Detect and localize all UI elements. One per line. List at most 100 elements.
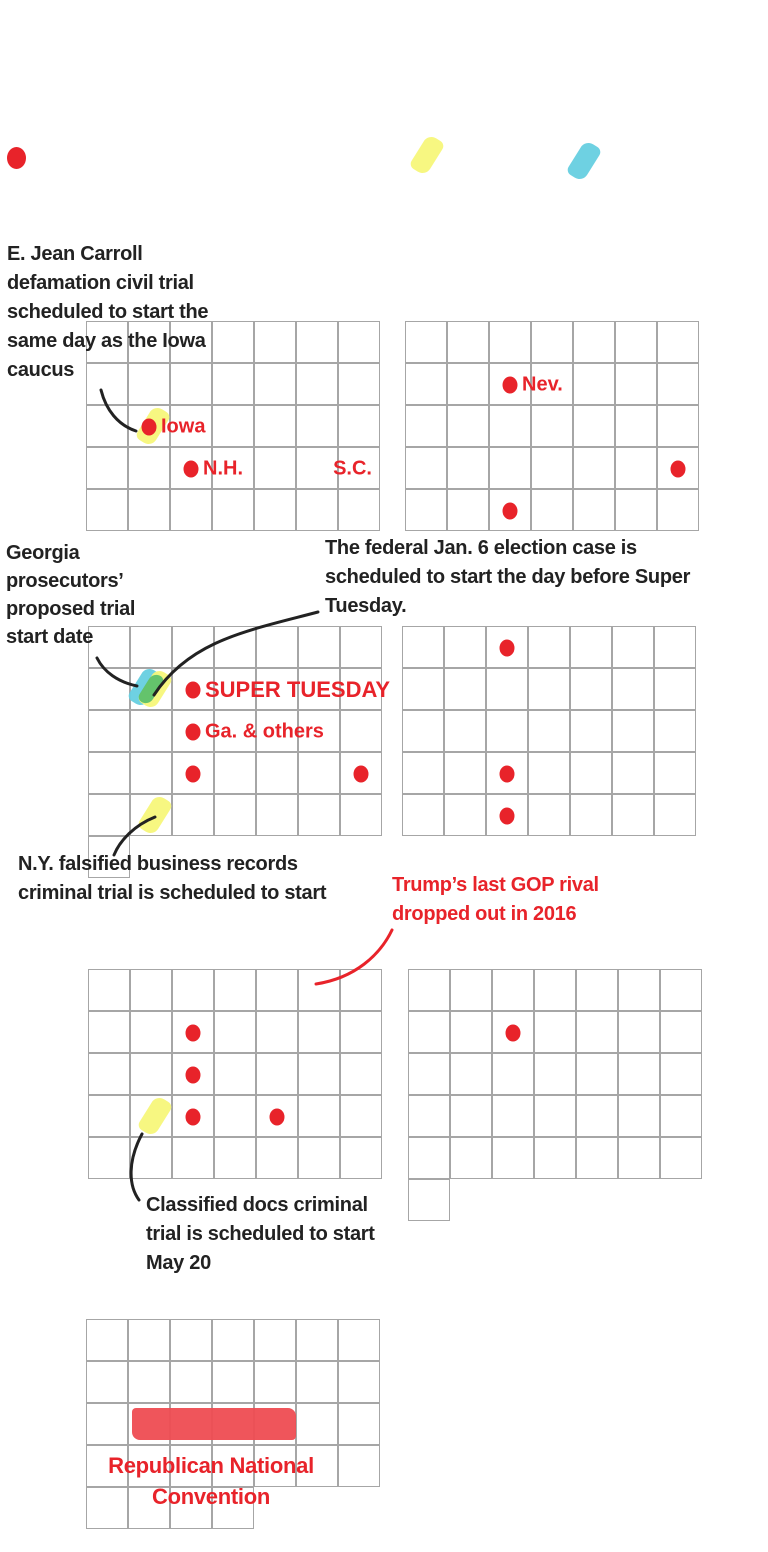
day-cell xyxy=(255,968,298,1011)
day-cell xyxy=(530,404,573,447)
day-cell xyxy=(129,709,172,752)
day-cell xyxy=(530,446,573,489)
day-cell xyxy=(446,362,489,405)
day-cell xyxy=(169,488,212,531)
day-cell xyxy=(253,446,296,489)
day-cell xyxy=(611,625,654,668)
day-cell xyxy=(614,488,657,531)
day-cell xyxy=(614,446,657,489)
day-cell xyxy=(617,1136,660,1179)
day-cell xyxy=(87,968,130,1011)
day-cell xyxy=(656,404,699,447)
day-cell xyxy=(127,362,170,405)
day-cell xyxy=(87,793,130,836)
day-cell xyxy=(407,1136,450,1179)
day-cell xyxy=(449,1052,492,1095)
day-cell xyxy=(87,1052,130,1095)
day-cell xyxy=(297,968,340,1011)
primary-dot xyxy=(499,639,515,657)
day-cell xyxy=(253,1360,296,1403)
day-cell xyxy=(297,1010,340,1053)
day-cell xyxy=(213,1052,256,1095)
primary-dot xyxy=(499,807,515,825)
day-cell xyxy=(569,751,612,794)
day-cell xyxy=(446,404,489,447)
day-cell xyxy=(617,1052,660,1095)
day-cell xyxy=(569,709,612,752)
day-cell xyxy=(87,667,130,710)
day-cell xyxy=(407,968,450,1011)
day-cell xyxy=(572,404,615,447)
day-cell xyxy=(485,625,528,668)
day-cell xyxy=(653,667,696,710)
day-cell xyxy=(127,1318,170,1361)
day-cell xyxy=(653,751,696,794)
day-cell xyxy=(575,1094,618,1137)
annotation-ny: N.Y. falsified business records criminal… xyxy=(18,853,327,904)
day-cell xyxy=(491,1094,534,1137)
day-cell xyxy=(407,1010,450,1053)
day-cell xyxy=(401,751,444,794)
primary-dot xyxy=(141,418,157,436)
day-cell xyxy=(572,446,615,489)
day-cell xyxy=(407,1052,450,1095)
primary-dot xyxy=(670,460,686,478)
day-cell xyxy=(404,404,447,447)
day-cell xyxy=(404,320,447,363)
day-cell xyxy=(255,793,298,836)
day-cell xyxy=(171,968,214,1011)
day-cell xyxy=(295,446,338,489)
day-cell xyxy=(611,667,654,710)
day-cell xyxy=(575,968,618,1011)
day-cell xyxy=(337,1318,380,1361)
day-cell xyxy=(213,1010,256,1053)
day-cell xyxy=(255,709,298,752)
day-cell xyxy=(491,968,534,1011)
day-cell xyxy=(339,709,382,752)
annotation-georgia: Georgia prosecutors’ proposed trial star… xyxy=(6,542,136,648)
day-cell xyxy=(213,625,256,668)
primary-dot xyxy=(185,723,201,741)
day-cell xyxy=(656,446,699,489)
day-cell xyxy=(255,625,298,668)
day-cell xyxy=(569,793,612,836)
day-cell xyxy=(449,1094,492,1137)
day-cell xyxy=(659,1094,702,1137)
day-cell xyxy=(488,446,531,489)
day-cell xyxy=(572,488,615,531)
day-cell xyxy=(404,488,447,531)
day-cell xyxy=(129,1094,172,1137)
day-cell xyxy=(213,793,256,836)
day-cell xyxy=(617,1094,660,1137)
day-cell xyxy=(295,488,338,531)
day-cell xyxy=(87,751,130,794)
day-cell xyxy=(87,1094,130,1137)
day-cell xyxy=(572,320,615,363)
day-cell xyxy=(211,1486,254,1529)
day-cell xyxy=(446,320,489,363)
day-cell xyxy=(253,320,296,363)
day-cell xyxy=(87,1010,130,1053)
day-cell xyxy=(171,709,214,752)
day-cell xyxy=(614,320,657,363)
primary-label: Nev. xyxy=(522,373,563,396)
day-cell xyxy=(407,1178,450,1221)
day-cell xyxy=(569,625,612,668)
annotation-rnc: Republican National Convention xyxy=(108,1453,314,1509)
legend-blue-swatch-icon xyxy=(565,139,603,183)
day-cell xyxy=(533,1010,576,1053)
day-cell xyxy=(129,1052,172,1095)
day-cell xyxy=(617,1010,660,1053)
day-cell xyxy=(295,1318,338,1361)
day-cell xyxy=(129,1136,172,1179)
day-cell xyxy=(404,362,447,405)
day-cell xyxy=(171,1094,214,1137)
day-cell xyxy=(485,709,528,752)
day-cell xyxy=(488,320,531,363)
day-cell xyxy=(127,1486,170,1529)
annotation-classified: Classified docs criminal trial is schedu… xyxy=(146,1194,375,1274)
day-cell xyxy=(611,709,654,752)
day-cell xyxy=(572,362,615,405)
day-cell xyxy=(127,320,170,363)
day-cell xyxy=(443,793,486,836)
